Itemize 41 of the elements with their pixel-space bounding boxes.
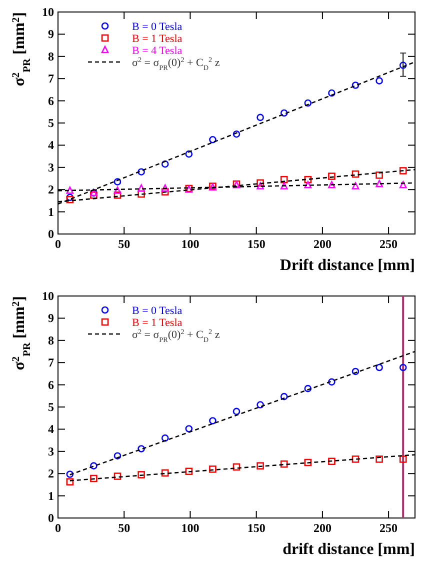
y-tick-label: 5 (48, 400, 54, 414)
x-axis-title: Drift distance [mm] (280, 257, 415, 274)
y-tick-label: 10 (42, 5, 54, 19)
y-tick-label: 2 (48, 182, 54, 197)
x-tick-label: 250 (380, 237, 398, 251)
text: σ$^{2}$ = σ$_{PR}$(0)$^{2}$ + C$_{D}$$^{2}$ z (132, 56, 220, 72)
y-tick-label: 6 (48, 378, 54, 392)
y-tick-label: 4 (48, 138, 54, 152)
legend-label: B = 0 Tesla (132, 305, 182, 317)
y-tick-label: 5 (48, 116, 54, 130)
y-tick-label: 9 (48, 311, 54, 326)
y-tick-label: 2 (48, 466, 54, 481)
y-tick-label: 7 (48, 72, 54, 86)
y-tick-label: 6 (48, 94, 54, 108)
y-tick-label: 0 (48, 227, 54, 241)
y-tick-label: 10 (42, 289, 54, 303)
y-tick-label: 3 (48, 444, 54, 458)
text: σ$^{2}$ = σ$_{PR}$(0)$^{2}$ + C$_{D}$$^{2}$ z (132, 328, 220, 344)
x-tick-label: 100 (181, 237, 200, 251)
x-tick-label: 200 (313, 237, 332, 251)
y-tick-label: 3 (48, 160, 54, 174)
x-tick-label: 150 (247, 237, 266, 251)
y-tick-label: 1 (48, 204, 54, 219)
x-tick-label: 200 (313, 521, 332, 535)
y-tick-label: 9 (48, 27, 54, 42)
y-tick-label: 0 (48, 511, 54, 525)
y-tick-label: 4 (48, 422, 54, 436)
y-tick-label: 8 (48, 49, 54, 64)
x-tick-label: 150 (247, 521, 266, 535)
legend-label: B = 4 Tesla (132, 45, 182, 57)
x-tick-label: 100 (181, 521, 200, 535)
legend-label: B = 1 Tesla (132, 33, 182, 45)
x-tick-label: 50 (118, 237, 130, 251)
legend-label: B = 1 Tesla (132, 317, 182, 329)
y-tick-label: 7 (48, 356, 54, 370)
legend-label: B = 0 Tesla (132, 21, 182, 33)
x-tick-label: 50 (118, 521, 130, 535)
x-tick-label: 250 (380, 521, 398, 535)
x-axis-title: drift distance [mm] (282, 541, 415, 558)
y-tick-label: 1 (48, 488, 54, 503)
y-tick-label: 8 (48, 333, 54, 348)
